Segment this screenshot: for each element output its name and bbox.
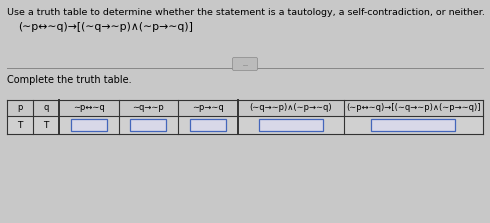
Bar	[7, 100, 483, 116]
Text: Complete the truth table.: Complete the truth table.	[7, 75, 132, 85]
Bar	[259, 119, 322, 131]
FancyBboxPatch shape	[232, 58, 258, 70]
Bar	[130, 119, 167, 131]
Text: ∼q→∼p: ∼q→∼p	[133, 103, 164, 112]
Text: T: T	[17, 120, 23, 130]
Bar	[371, 119, 455, 131]
Text: ∼p↔∼q: ∼p↔∼q	[73, 103, 104, 112]
Text: (∼p↔∼q)→[(∼q→∼p)∧(∼p→∼q)]: (∼p↔∼q)→[(∼q→∼p)∧(∼p→∼q)]	[346, 103, 481, 112]
Bar	[71, 119, 106, 131]
Text: (∼p↔∼q)→[(∼q→∼p)∧(∼p→∼q)]: (∼p↔∼q)→[(∼q→∼p)∧(∼p→∼q)]	[18, 22, 193, 32]
Bar	[7, 116, 483, 134]
Text: ∼p→∼q: ∼p→∼q	[193, 103, 224, 112]
Text: q: q	[43, 103, 49, 112]
Text: Use a truth table to determine whether the statement is a tautology, a self-cont: Use a truth table to determine whether t…	[7, 8, 485, 17]
Text: ...: ...	[242, 62, 248, 67]
Text: T: T	[43, 120, 49, 130]
Bar	[190, 119, 226, 131]
Text: (∼q→∼p)∧(∼p→∼q): (∼q→∼p)∧(∼p→∼q)	[249, 103, 332, 112]
Text: p: p	[17, 103, 23, 112]
